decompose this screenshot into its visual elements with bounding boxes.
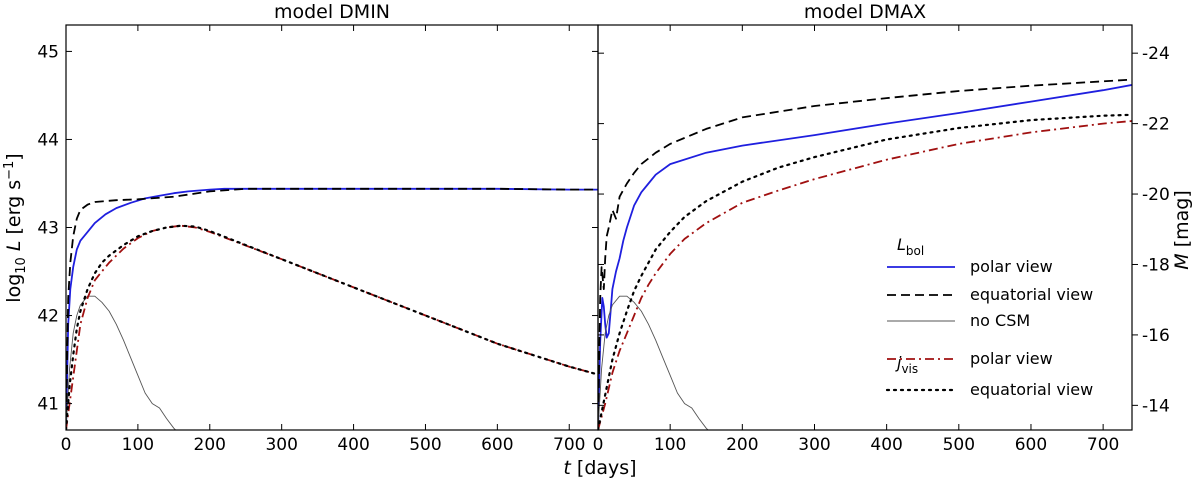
right-tick-label: -16 [1142, 326, 1170, 346]
y-tick-label: 44 [37, 130, 59, 150]
panel-frame-dmin [65, 24, 599, 431]
right-tick-label: -18 [1142, 255, 1170, 275]
xlabel-unit: [days] [577, 457, 637, 479]
panel-frame-dmax [597, 24, 1133, 431]
x-tick-label: 300 [265, 435, 297, 455]
ylabel-unit-post: ] [3, 153, 25, 160]
x-tick-label: 600 [1015, 435, 1047, 455]
series-line-nocsm-dmin [66, 295, 177, 430]
rlabel-unit: [mag] [1171, 190, 1193, 247]
right-tick-label: -24 [1142, 44, 1170, 64]
x-tick-label: 200 [726, 435, 758, 455]
y-tick-label: 45 [37, 42, 59, 62]
x-tick-label: 300 [798, 435, 830, 455]
legend-header-lbol: Lbol [897, 235, 924, 258]
right-tick-label: -20 [1142, 185, 1170, 205]
right-tick-label: -22 [1142, 115, 1170, 135]
ylabel-prefix: log [3, 274, 25, 303]
ylabel-sub: 10 [14, 257, 29, 274]
legend-label-jvis_polar: polar view [970, 349, 1053, 368]
x-tick-label: 600 [481, 435, 513, 455]
series-line-jvis_eq-dmin [66, 224, 598, 430]
series-line-nocsm-dmax [598, 295, 709, 430]
panel-title-dmax: model DMAX [804, 1, 926, 23]
legend-header-jvis: jvis [895, 353, 918, 376]
legend-label-jvis_eq: equatorial view [970, 380, 1093, 399]
series-line-lbol_eq-dmin [66, 187, 598, 430]
x-axis-label: t [days] [563, 457, 636, 479]
x-tick-label: 100 [122, 435, 154, 455]
axis-ticks: 0 100 200 300 400 500 600 700 41 42 43 44 45 0 100 200 3… [37, 25, 1170, 455]
legend-label-lbol_polar: polar view [970, 257, 1053, 276]
x-tick-label: 700 [553, 435, 585, 455]
x-tick-label: 100 [654, 435, 686, 455]
ylabel-unit-sup: −1 [2, 161, 17, 180]
xlabel-var: t [563, 457, 572, 479]
series-line-lbol_eq-dmax [598, 78, 1132, 430]
x-tick-label: 400 [870, 435, 902, 455]
panel-title-dmin: model DMIN [274, 1, 390, 23]
series-line-jvis_eq-dmax [598, 113, 1132, 430]
dmax-series-group [598, 78, 1132, 430]
x-tick-label: 700 [1087, 435, 1119, 455]
y-tick-label: 41 [37, 395, 59, 415]
legend-label-lbol_eq: equatorial view [970, 285, 1093, 304]
y-tick-label: 43 [37, 219, 59, 239]
x-tick-label: 500 [943, 435, 975, 455]
x-tick-label: 0 [593, 435, 604, 455]
ylabel-unit-pre: [erg s [3, 180, 25, 235]
series-line-lbol_polar-dmax [598, 84, 1132, 430]
dmin-series-group [66, 187, 598, 430]
legend: Lbol jvis polar view equatorial view no CSM p… [885, 235, 1093, 399]
x-tick-label: 400 [337, 435, 369, 455]
x-tick-label: 200 [194, 435, 226, 455]
right-tick-label: -14 [1142, 396, 1170, 416]
y-tick-label: 42 [37, 307, 59, 327]
x-tick-label: 0 [61, 435, 72, 455]
rlabel-var: M [1171, 253, 1193, 269]
y-axis-label: log10 L [erg s−1] [2, 153, 29, 302]
ylabel-var: L [3, 241, 25, 252]
x-tick-label: 500 [409, 435, 441, 455]
right-axis-label: M [mag] [1171, 190, 1193, 270]
legend-label-nocsm: no CSM [970, 311, 1030, 330]
series-line-jvis_polar-dmin [66, 224, 598, 430]
